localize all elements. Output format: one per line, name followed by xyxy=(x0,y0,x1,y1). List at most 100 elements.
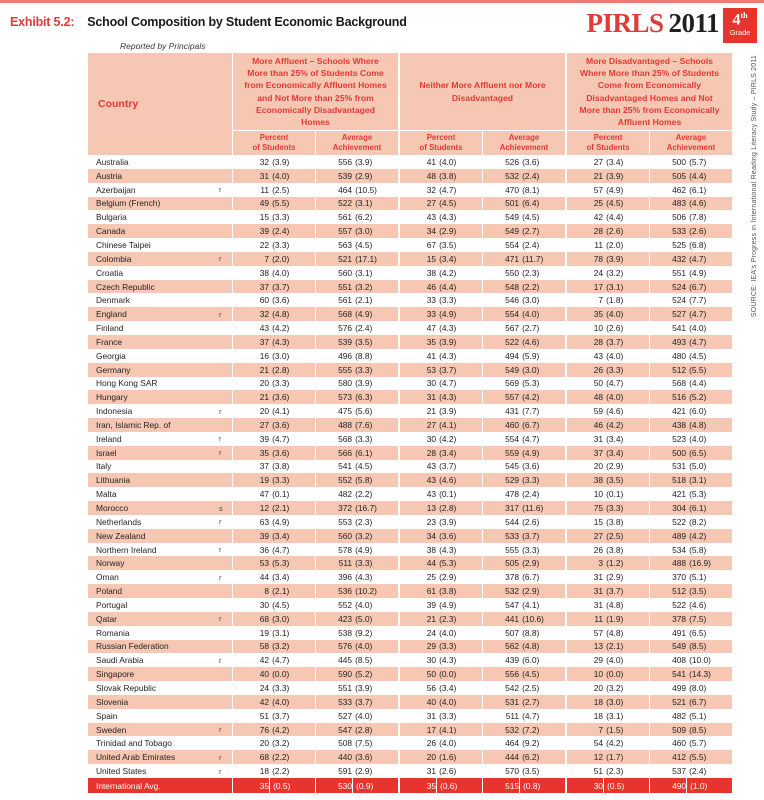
standard-error: (16.7) xyxy=(355,503,377,514)
country-name: Northern Ireland xyxy=(96,544,157,555)
cell-neither-percent: 30 (4.2) xyxy=(398,431,482,446)
country-cell: Italy xyxy=(88,460,232,474)
cell-disadvantaged-achievement: 531 (5.0) xyxy=(649,459,732,474)
cell-disadvantaged-achievement: 527 (4.7) xyxy=(649,307,732,322)
value: 11 xyxy=(594,239,604,250)
value: 518 xyxy=(672,475,687,486)
cell-affluent-achievement: 538 (9.2) xyxy=(315,625,398,640)
annotation-flag: r xyxy=(219,185,222,195)
standard-error: (4.8) xyxy=(689,419,707,430)
value: 46 xyxy=(593,419,604,430)
standard-error: (2.7) xyxy=(522,696,540,707)
table-row: Czech Republic 37 (3.7) 551 (3.2) 46 (4.4) 548(… xyxy=(88,279,732,294)
cell-disadvantaged-percent: 31 (3.4) xyxy=(565,431,649,446)
standard-error: (3.9) xyxy=(439,516,457,527)
standard-error: (5.0) xyxy=(689,461,707,472)
standard-error: (5.7) xyxy=(689,738,707,749)
value: 7 xyxy=(264,253,270,264)
page-title: Exhibit 5.2: School Composition by Stude… xyxy=(10,15,407,29)
annotation-flag: r xyxy=(219,655,222,665)
country-cell: Colombia r xyxy=(88,252,232,266)
standard-error: (4.3) xyxy=(439,212,457,223)
cell-affluent-achievement: 552 (4.0) xyxy=(315,598,398,612)
cell-neither-percent: 32 (4.7) xyxy=(398,182,482,197)
country-name: Austria xyxy=(96,170,123,181)
value: 67 xyxy=(426,239,437,250)
standard-error: (5.3) xyxy=(272,558,290,569)
cell-disadvantaged-achievement: 509 (8.5) xyxy=(649,722,732,737)
country-name: Netherlands xyxy=(96,516,142,527)
cell-disadvantaged-percent: 46 (4.2) xyxy=(565,418,649,432)
standard-error: (2.4) xyxy=(522,170,540,181)
standard-error: (4.2) xyxy=(272,724,290,735)
table-row: Portugal 30 (4.5) 552 (4.0) 39 (4.9) 547 (4.1) 31… xyxy=(88,598,732,612)
standard-error: (6.7) xyxy=(522,419,540,430)
cell-affluent-percent: 36 (4.7) xyxy=(232,542,315,557)
cell-affluent-percent: 51 (3.7) xyxy=(232,708,315,723)
value: 43 xyxy=(593,350,604,361)
pirls-logo: PIRLS 2011 xyxy=(586,8,719,39)
standard-error: (3.7) xyxy=(606,336,624,347)
cell-disadvantaged-percent: 21 (3.9) xyxy=(565,168,649,183)
country-name: International Avg. xyxy=(96,780,161,791)
value: 32 xyxy=(426,184,437,195)
annotation-flag: r xyxy=(219,614,222,624)
standard-error: (8.1) xyxy=(522,184,540,195)
cell-neither-percent: 27 (4.5) xyxy=(398,196,482,211)
value: 524 xyxy=(672,281,687,292)
standard-error: (3.9) xyxy=(355,156,373,167)
standard-error: (4.2) xyxy=(689,530,707,541)
cell-neither-percent: 39 (4.9) xyxy=(398,598,482,612)
standard-error: (4.8) xyxy=(606,627,624,638)
standard-error: (4.0) xyxy=(689,433,707,444)
value: 51 xyxy=(593,766,604,777)
cell-neither-percent: 35 (3.9) xyxy=(398,334,482,349)
value: 551 xyxy=(338,281,353,292)
value: 462 xyxy=(672,184,687,195)
standard-error: (2.5) xyxy=(522,682,540,693)
cell-neither-achievement: 554 (4.0) xyxy=(482,307,565,322)
standard-error: (3.1) xyxy=(606,281,624,292)
value: 20 xyxy=(259,406,270,417)
cell-affluent-achievement: 557 (3.0) xyxy=(315,224,398,239)
country-name: Czech Republic xyxy=(96,281,155,292)
standard-error: (4.1) xyxy=(439,724,457,735)
country-cell: Saudi Arabia r xyxy=(88,653,232,667)
standard-error: (4.7) xyxy=(439,184,457,195)
table-row: France 37 (4.3) 539 (3.5) 35 (3.9) 522 (4.6) 28 (3… xyxy=(88,334,732,349)
cell-neither-achievement: 549 (3.0) xyxy=(482,362,565,377)
value: 37 xyxy=(593,447,604,458)
value: 480 xyxy=(672,350,687,361)
cell-disadvantaged-percent: 59 (4.6) xyxy=(565,404,649,419)
value: 34 xyxy=(426,530,437,541)
country-name: Croatia xyxy=(96,267,123,278)
cell-disadvantaged-percent: 17 (3.1) xyxy=(565,279,649,294)
table-row: Romania 19 (3.1) 538 (9.2) 24 (4.0) 507 (8.8) 57(… xyxy=(88,625,732,640)
group-header-more-affluent: More Affluent – Schools Where More than … xyxy=(232,53,398,130)
standard-error: (4.5) xyxy=(355,239,373,250)
cell-neither-percent: 30 (4.3) xyxy=(398,653,482,668)
value: 43 xyxy=(259,323,270,334)
standard-error: (2.8) xyxy=(272,364,290,375)
cell-neither-percent: 67 (3.5) xyxy=(398,238,482,252)
cell-disadvantaged-percent: 48 (4.0) xyxy=(565,390,649,405)
cell-disadvantaged-achievement: 533 (2.6) xyxy=(649,224,732,239)
cell-disadvantaged-percent: 54 (4.2) xyxy=(565,736,649,751)
value: 47 xyxy=(426,323,437,334)
standard-error: (4.9) xyxy=(355,309,373,320)
country-cell: Iran, Islamic Rep. of xyxy=(88,418,232,432)
cell-disadvantaged-achievement: 408 (10.0) xyxy=(649,653,732,668)
standard-error: (1.7) xyxy=(606,752,624,763)
standard-error: (3.9) xyxy=(606,170,624,181)
standard-error: (1.0) xyxy=(686,777,732,794)
value: 545 xyxy=(505,461,520,472)
value: 553 xyxy=(338,516,353,527)
standard-error: (4.0) xyxy=(606,309,624,320)
cell-disadvantaged-achievement: 304 (6.1) xyxy=(649,501,732,515)
standard-error: (4.5) xyxy=(689,350,707,361)
cell-neither-achievement: 567 (2.7) xyxy=(482,321,565,335)
cell-neither-percent: 40 (4.0) xyxy=(398,694,482,709)
value: 560 xyxy=(338,267,353,278)
value: 19 xyxy=(259,627,270,638)
cell-neither-achievement: 542 (2.5) xyxy=(482,681,565,695)
